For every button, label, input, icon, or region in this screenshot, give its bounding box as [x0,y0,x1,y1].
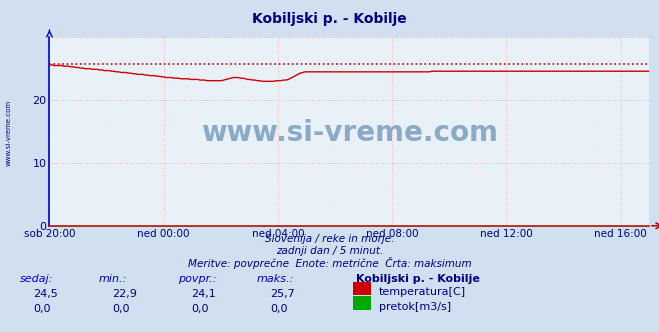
Text: 0,0: 0,0 [112,304,130,314]
Text: Meritve: povprečne  Enote: metrične  Črta: maksimum: Meritve: povprečne Enote: metrične Črta:… [188,257,471,269]
Text: min.:: min.: [99,274,127,284]
Text: pretok[m3/s]: pretok[m3/s] [379,302,451,312]
Text: temperatura[C]: temperatura[C] [379,287,466,297]
Text: 0,0: 0,0 [33,304,51,314]
Text: 22,9: 22,9 [112,289,137,299]
Text: 24,1: 24,1 [191,289,216,299]
Text: 25,7: 25,7 [270,289,295,299]
Text: www.si-vreme.com: www.si-vreme.com [201,119,498,147]
Text: 0,0: 0,0 [191,304,209,314]
Text: 0,0: 0,0 [270,304,288,314]
Text: zadnji dan / 5 minut.: zadnji dan / 5 minut. [276,246,383,256]
Text: Kobiljski p. - Kobilje: Kobiljski p. - Kobilje [356,274,480,284]
Text: www.si-vreme.com: www.si-vreme.com [5,100,11,166]
Text: maks.:: maks.: [257,274,295,284]
Text: Slovenija / reke in morje.: Slovenija / reke in morje. [265,234,394,244]
Text: 24,5: 24,5 [33,289,58,299]
Text: povpr.:: povpr.: [178,274,216,284]
Text: Kobiljski p. - Kobilje: Kobiljski p. - Kobilje [252,12,407,26]
Text: sedaj:: sedaj: [20,274,53,284]
